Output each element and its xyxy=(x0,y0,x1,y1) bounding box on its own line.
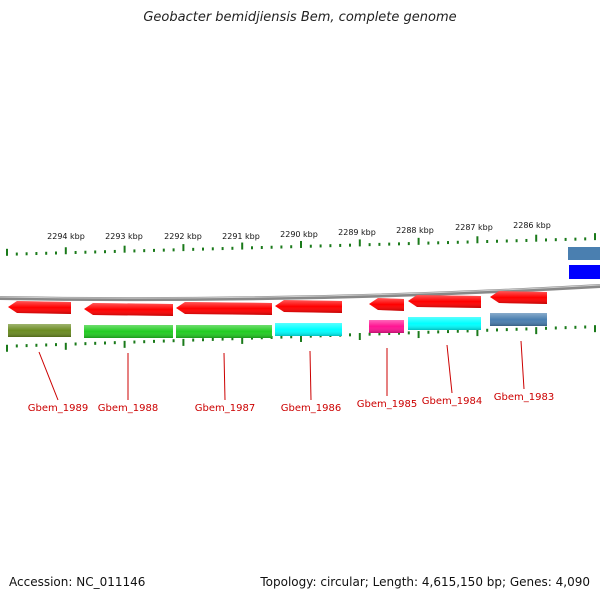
gene-category-bar-shade xyxy=(176,325,272,338)
gene-category-bar-shade xyxy=(84,325,173,338)
scale-labels: 2294 kbp 2293 kbp 2292 kbp 2291 kbp 2290 kbp… xyxy=(47,221,551,241)
gene-leader-line xyxy=(38,351,59,401)
scale-label: 2290 kbp xyxy=(280,230,318,239)
gene-leader-line xyxy=(223,352,226,401)
gene-arrow-shade xyxy=(408,295,481,308)
gene-Gbem_1985[interactable]: Gbem_1985 xyxy=(357,298,417,410)
scale-label: 2293 kbp xyxy=(105,232,143,241)
gene-label[interactable]: Gbem_1988 xyxy=(98,403,158,414)
gene-label[interactable]: Gbem_1989 xyxy=(28,403,88,414)
gene-arrow-shade xyxy=(369,298,404,311)
genome-summary-text: Topology: circular; Length: 4,615,150 bp… xyxy=(260,575,590,589)
scale-label: 2287 kbp xyxy=(455,223,493,232)
gene-arrow-shade xyxy=(275,300,342,313)
scale-label: 2286 kbp xyxy=(513,221,551,230)
gene-Gbem_1987[interactable]: Gbem_1987 xyxy=(176,302,272,414)
gene-Gbem_1984[interactable]: Gbem_1984 xyxy=(408,295,482,407)
gene-label[interactable]: Gbem_1985 xyxy=(357,399,417,410)
scale-label: 2291 kbp xyxy=(222,232,260,241)
gene-arrow-shade xyxy=(490,291,547,304)
genome-backbone-highlight xyxy=(0,284,600,299)
gene-arrow-shade xyxy=(84,303,173,316)
gene-label[interactable]: Gbem_1983 xyxy=(494,392,554,403)
gene-category-bar-shade xyxy=(369,320,404,333)
scale-label: 2294 kbp xyxy=(47,232,85,241)
genome-backbone xyxy=(0,284,600,302)
scale-label: 2292 kbp xyxy=(164,232,202,241)
gene-Gbem_1983[interactable]: Gbem_1983 xyxy=(490,291,554,403)
gene-Gbem_1989[interactable]: Gbem_1989 xyxy=(8,301,88,414)
top-scale-ticks xyxy=(6,233,596,256)
gene-label[interactable]: Gbem_1987 xyxy=(195,403,255,414)
gene-category-bar-shade xyxy=(408,317,481,330)
gene-Gbem_1986[interactable]: Gbem_1986 xyxy=(275,300,342,414)
gene-label[interactable]: Gbem_1986 xyxy=(281,403,341,414)
gene-arrow-shade xyxy=(8,301,71,314)
gene-label[interactable]: Gbem_1984 xyxy=(422,396,482,407)
gene-track: Gbem_1989 Gbem_1988 Gbem_1987 Gbem_1986 Gbem… xyxy=(8,291,554,414)
gene-leader-line xyxy=(520,340,525,390)
gene-leader-line xyxy=(309,350,312,401)
gene-arrow-shade xyxy=(176,302,272,315)
accession-text: Accession: NC_011146 xyxy=(9,575,146,589)
gene-leader-line xyxy=(446,344,453,394)
gene-category-bar-shade xyxy=(490,313,547,326)
gene-category-bar-shade xyxy=(8,324,71,337)
bottom-scale-ticks xyxy=(6,325,596,352)
map-title: Geobacter bemidjiensis Bem, complete gen… xyxy=(143,10,457,25)
scale-label: 2288 kbp xyxy=(396,226,434,235)
partial-gene-blue xyxy=(569,265,600,279)
scale-label: 2289 kbp xyxy=(338,228,376,237)
gene-Gbem_1988[interactable]: Gbem_1988 xyxy=(84,303,173,414)
partial-gene-steelblue xyxy=(568,247,600,260)
gene-category-bar-shade xyxy=(275,323,342,336)
